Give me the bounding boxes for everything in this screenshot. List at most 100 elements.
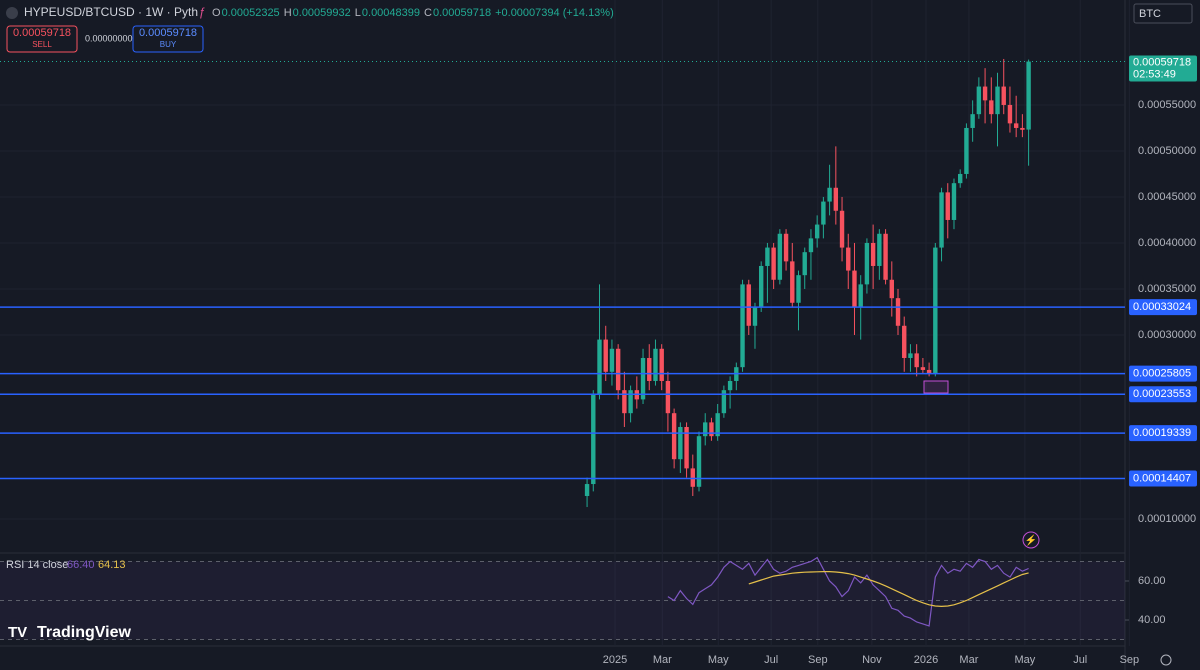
rsi-ma-value: 64.13 <box>98 559 126 571</box>
alert-glyph[interactable]: ⚡ <box>1025 534 1037 547</box>
candle-body <box>796 275 801 303</box>
candle-body <box>765 247 770 266</box>
candle-body <box>584 484 590 496</box>
candle-body <box>945 192 950 220</box>
level-label-box <box>1129 386 1197 403</box>
ohlc-value: 0.00048399 <box>362 7 420 19</box>
candle-body <box>609 348 615 372</box>
candle-body <box>771 247 776 280</box>
candle-body <box>703 422 708 437</box>
candle-body <box>715 413 720 437</box>
candle-body <box>597 339 602 395</box>
candle-body <box>883 233 888 280</box>
candle-body <box>833 187 839 211</box>
grid <box>0 0 1130 646</box>
candle-body <box>690 468 695 487</box>
buy-label[interactable]: BUY <box>160 40 177 49</box>
candle-body <box>821 201 826 225</box>
spread: 0.00000000 <box>85 33 133 43</box>
y-tick-label: 0.00040000 <box>1138 237 1196 249</box>
x-tick-label: Sep <box>808 654 828 666</box>
change: +0.00007394 (+14.13%) <box>495 7 614 19</box>
candle-body <box>908 353 913 358</box>
candle-body <box>914 353 919 368</box>
candle-body <box>727 380 733 391</box>
x-tick-label: Jul <box>764 654 778 666</box>
x-tick-label: May <box>1014 654 1035 666</box>
candle-body <box>802 252 807 276</box>
candle-body <box>870 242 876 266</box>
logo-mark: TV <box>8 624 27 641</box>
candle-body <box>659 348 664 381</box>
plot <box>584 58 1031 627</box>
ohlc-label: L <box>355 7 361 19</box>
level-label: 0.00025805 <box>1133 367 1191 379</box>
candle-body <box>591 394 596 485</box>
candle-body <box>653 348 658 381</box>
candle-body <box>889 279 894 299</box>
highlight-box <box>923 380 949 394</box>
buy-price[interactable]: 0.00059718 <box>139 27 197 39</box>
candle-body <box>895 298 901 326</box>
candle-body <box>989 100 994 115</box>
candle-body <box>926 369 932 374</box>
last-price-label: 0.00059718 <box>1133 56 1191 68</box>
brand: TradingView <box>37 624 132 641</box>
candle-body <box>746 284 751 326</box>
rsi-tick-label: 40.00 <box>1138 614 1166 626</box>
candle-body <box>740 284 745 368</box>
candle-body <box>671 413 677 460</box>
candle-body <box>777 233 783 280</box>
currency-box[interactable] <box>1133 3 1193 24</box>
ohlc: O 0.00052325 H 0.00059932 L 0.00048399 C 0.0005… <box>212 7 491 19</box>
candle-body <box>827 187 832 202</box>
candle-body <box>709 422 714 437</box>
candle-body <box>1007 104 1013 124</box>
level-label: 0.00023553 <box>1133 388 1191 400</box>
candle-body <box>721 390 727 414</box>
candle-body <box>684 426 689 469</box>
indicator-icon: ƒ <box>199 5 206 19</box>
last-price-box <box>1129 55 1197 82</box>
x-tick-label: Jul <box>1073 654 1087 666</box>
settings-icon[interactable] <box>1160 654 1172 666</box>
candle-body <box>858 284 863 308</box>
ohlc-label: C <box>424 7 432 19</box>
candle-body <box>1001 86 1006 105</box>
level-label: 0.00019339 <box>1133 427 1191 439</box>
x-tick-label: 2026 <box>914 654 938 666</box>
countdown: 02:53:49 <box>1133 68 1176 80</box>
symbol-icon <box>6 7 18 19</box>
candle-body <box>970 114 975 128</box>
level-label: 0.00014407 <box>1133 472 1191 484</box>
ohlc-value: 0.00059932 <box>293 7 351 19</box>
alert-icon[interactable] <box>1022 531 1040 549</box>
sell-label[interactable]: SELL <box>32 40 52 49</box>
candle-body <box>790 261 795 303</box>
candle-body <box>678 426 683 460</box>
sell-price[interactable]: 0.00059718 <box>13 27 71 39</box>
sell-button[interactable] <box>6 25 78 53</box>
rsi-line <box>748 571 1029 608</box>
y-tick-label: 0.00050000 <box>1138 145 1196 157</box>
y-tick-label: 0.00045000 <box>1138 191 1196 203</box>
ohlc-label: O <box>212 7 221 19</box>
candle-body <box>982 86 988 101</box>
candle-body <box>603 339 608 372</box>
x-tick-label: Sep <box>1120 654 1140 666</box>
candle-body <box>976 86 982 115</box>
candle-body <box>957 173 963 184</box>
candle-body <box>752 307 758 326</box>
candle-body <box>864 242 870 285</box>
level-label-box <box>1129 425 1197 442</box>
candle-body <box>902 325 907 358</box>
currency[interactable]: BTC <box>1139 8 1161 20</box>
candle-body <box>995 86 1000 115</box>
rsi-line <box>667 556 1029 627</box>
symbol: HYPEUSD/BTCUSD · 1W · Pyth <box>24 5 198 19</box>
ohlc-value: 0.00059718 <box>433 7 491 19</box>
rsi-value: 66.40 <box>67 559 95 571</box>
buy-button[interactable] <box>132 25 204 53</box>
candle-body <box>622 390 627 414</box>
